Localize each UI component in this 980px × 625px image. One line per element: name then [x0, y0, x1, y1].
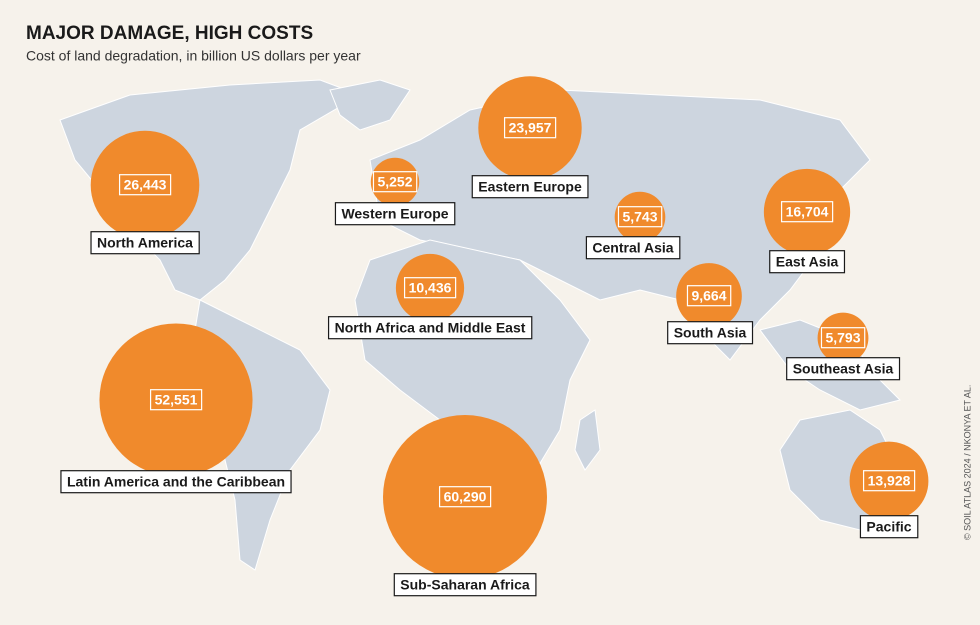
- bubbles: 26,443 North America 5,252 Western Europe 23…: [60, 76, 929, 597]
- value-label: 26,443: [124, 177, 167, 193]
- label-box: [859, 515, 919, 539]
- value-box: [372, 171, 418, 193]
- region-label: Pacific: [866, 519, 911, 535]
- bubble: [614, 191, 666, 243]
- label-box: [60, 470, 292, 494]
- title: MAJOR DAMAGE, HIGH COSTS: [26, 23, 313, 44]
- source: © SOIL ATLAS 2024 / NKONYA ET AL.: [962, 385, 972, 540]
- label-box: [393, 573, 537, 597]
- subtitle: Cost of land degradation, in billion US …: [26, 48, 361, 64]
- region-label: North Africa and Middle East: [335, 320, 526, 336]
- value-label: 16,704: [786, 204, 829, 220]
- value-box: [862, 470, 916, 492]
- value-box: [118, 174, 172, 196]
- bubble: [395, 253, 465, 323]
- bubble: [383, 415, 547, 579]
- value-label: 10,436: [409, 280, 452, 296]
- label-box: [334, 202, 456, 226]
- value-label: 5,743: [622, 209, 657, 225]
- value-label: 9,664: [691, 288, 726, 304]
- value-label: 5,252: [377, 174, 412, 190]
- bubble: [478, 76, 582, 180]
- bubble: [370, 157, 420, 207]
- label-box: [786, 357, 901, 381]
- label-box: [667, 321, 754, 345]
- value-box: [149, 389, 203, 411]
- value-label: 5,793: [825, 330, 860, 346]
- value-label: 60,290: [444, 489, 487, 505]
- region-label: South Asia: [674, 325, 747, 341]
- value-box: [438, 486, 492, 508]
- value-label: 52,551: [155, 392, 198, 408]
- value-box: [820, 327, 866, 349]
- bubble: [90, 130, 200, 240]
- region-label: North America: [97, 235, 193, 251]
- value-box: [503, 117, 557, 139]
- region-label: Central Asia: [592, 240, 673, 256]
- value-box: [617, 206, 663, 228]
- label-box: [585, 236, 681, 260]
- value-box: [780, 201, 834, 223]
- value-box: [686, 285, 732, 307]
- region-label: Sub-Saharan Africa: [400, 577, 530, 593]
- bubble: [763, 168, 851, 256]
- bubble: [676, 263, 742, 329]
- bubble: [849, 441, 929, 521]
- bubble: [99, 323, 253, 477]
- label-box: [769, 250, 846, 274]
- value-label: 13,928: [868, 473, 911, 489]
- label-box: [90, 231, 200, 255]
- region-label: Southeast Asia: [793, 361, 894, 377]
- region-label: Western Europe: [341, 206, 448, 222]
- value-label: 23,957: [509, 120, 552, 136]
- label-box: [327, 316, 533, 340]
- bubble: [817, 312, 869, 364]
- label-box: [471, 175, 589, 199]
- region-label: Eastern Europe: [478, 179, 582, 195]
- region-label: Latin America and the Caribbean: [67, 474, 285, 490]
- region-label: East Asia: [776, 254, 839, 270]
- value-box: [403, 277, 457, 299]
